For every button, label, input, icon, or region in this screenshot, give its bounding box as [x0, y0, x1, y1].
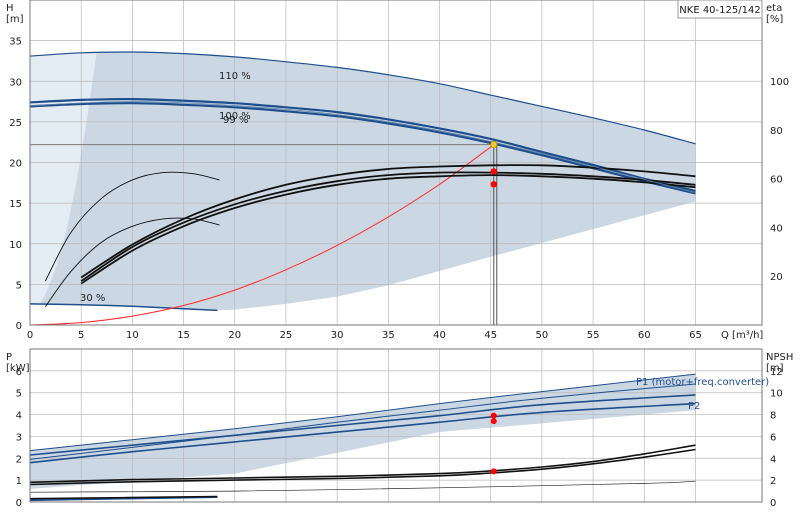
duty-point-npsh: [490, 468, 497, 475]
lower-curves: [29, 373, 696, 502]
p-tick-1: 1: [16, 476, 22, 487]
curve-label-110: 110 %: [219, 71, 251, 82]
eta-axis-label: eta [%]: [766, 3, 783, 25]
p-tick-0: 0: [16, 498, 22, 509]
x-tick-5: 5: [78, 330, 84, 341]
curve-label-30: 30 %: [80, 293, 105, 304]
lower-operating-region: [30, 374, 696, 489]
curve-eta-110-: [80, 164, 696, 279]
curve-head-thin: [29, 101, 696, 193]
npsh-tick-12: 12: [770, 367, 783, 378]
curve-npsh-30-: [29, 495, 218, 500]
npsh-tick-10: 10: [770, 389, 783, 400]
x-tick-20: 20: [228, 330, 241, 341]
npsh-tick-4: 4: [770, 454, 776, 465]
upper-plot-frame: [29, 0, 763, 326]
curve-110-: [29, 51, 696, 145]
x-tick-55: 55: [587, 330, 600, 341]
h-tick-5: 5: [16, 280, 22, 291]
x-tick-0: 0: [27, 330, 33, 341]
npsh-tick-8: 8: [770, 411, 776, 422]
eta-tick-100: 100: [770, 77, 789, 88]
curve-p1-100-: [29, 394, 696, 456]
curve-label-p2: P2: [688, 401, 700, 412]
x-tick-25: 25: [280, 330, 293, 341]
chart-title: NKE 40-125/142: [679, 5, 760, 16]
x-tick-15: 15: [177, 330, 190, 341]
duty-point-eta-1: [490, 181, 497, 188]
curve-npsh-99-: [29, 448, 696, 486]
lower-grid: [29, 349, 762, 503]
curve-100-: [29, 97, 696, 192]
curve-30-: [29, 303, 218, 312]
h-tick-0: 0: [16, 321, 22, 332]
p-tick-6: 6: [16, 367, 22, 378]
curve-p1-110-: [29, 373, 696, 452]
h-axis-label: H [m]: [6, 3, 24, 25]
upper-curves: [29, 51, 696, 326]
x-tick-40: 40: [433, 330, 446, 341]
x-tick-10: 10: [126, 330, 139, 341]
x-tick-50: 50: [536, 330, 549, 341]
duty-point-head: [490, 141, 498, 149]
eta-tick-20: 20: [770, 272, 783, 283]
x-tick-30: 30: [331, 330, 344, 341]
x-tick-65: 65: [689, 330, 702, 341]
npsh-axis-label: NPSH [m]: [766, 352, 793, 374]
h-tick-35: 35: [9, 37, 22, 48]
h-tick-15: 15: [9, 199, 22, 210]
chart-title-box: [677, 0, 763, 19]
low-flow-region: [30, 52, 97, 304]
curve-eta-99-: [80, 174, 696, 285]
x-tick-45: 45: [484, 330, 497, 341]
npsh-tick-0: 0: [770, 498, 776, 509]
npsh-tick-2: 2: [770, 476, 776, 487]
p-axis-label: P [kW]: [6, 352, 30, 374]
curve-eta-30-b: [45, 217, 220, 307]
curve-p2-100-: [29, 402, 696, 464]
curve-eta-100-: [80, 171, 696, 282]
p-tick-2: 2: [16, 454, 22, 465]
p-tick-4: 4: [16, 411, 22, 422]
h-tick-20: 20: [9, 159, 22, 170]
p-tick-5: 5: [16, 389, 22, 400]
npsh-tick-6: 6: [770, 432, 776, 443]
h-tick-30: 30: [9, 77, 22, 88]
duty-point-p-1: [490, 418, 497, 425]
curve-label-99: 99 %: [223, 115, 248, 126]
curve-system-curve: [29, 144, 495, 326]
curve-npsh-baseline: [29, 480, 696, 493]
eta-tick-40: 40: [770, 223, 783, 234]
upper-ticks: 0 5 10 15 20 25 30 35 40 45 50 55 60 65 0 5 10 15 20 25 30 35…: [9, 37, 789, 341]
power-region-fill: [30, 374, 696, 489]
curve-eta-30-a: [45, 171, 220, 282]
h-tick-10: 10: [9, 240, 22, 251]
curve-p2-110-: [29, 383, 696, 460]
lower-plot-frame: [29, 348, 763, 503]
eta-tick-60: 60: [770, 175, 783, 186]
eta-tick-80: 80: [770, 126, 783, 137]
x-tick-35: 35: [382, 330, 395, 341]
curve-label-100: 100 %: [219, 111, 251, 122]
p-tick-3: 3: [16, 432, 22, 443]
x-tick-60: 60: [638, 330, 651, 341]
q-axis-label: Q [m³/h]: [721, 330, 763, 341]
curve-label-p1: P1 (motor+freq.converter): [636, 377, 769, 388]
curve-npsh-100-: [29, 444, 696, 484]
duty-point-eta-0: [490, 168, 497, 175]
h-tick-25: 25: [9, 118, 22, 129]
duty-point-p-0: [490, 412, 497, 419]
